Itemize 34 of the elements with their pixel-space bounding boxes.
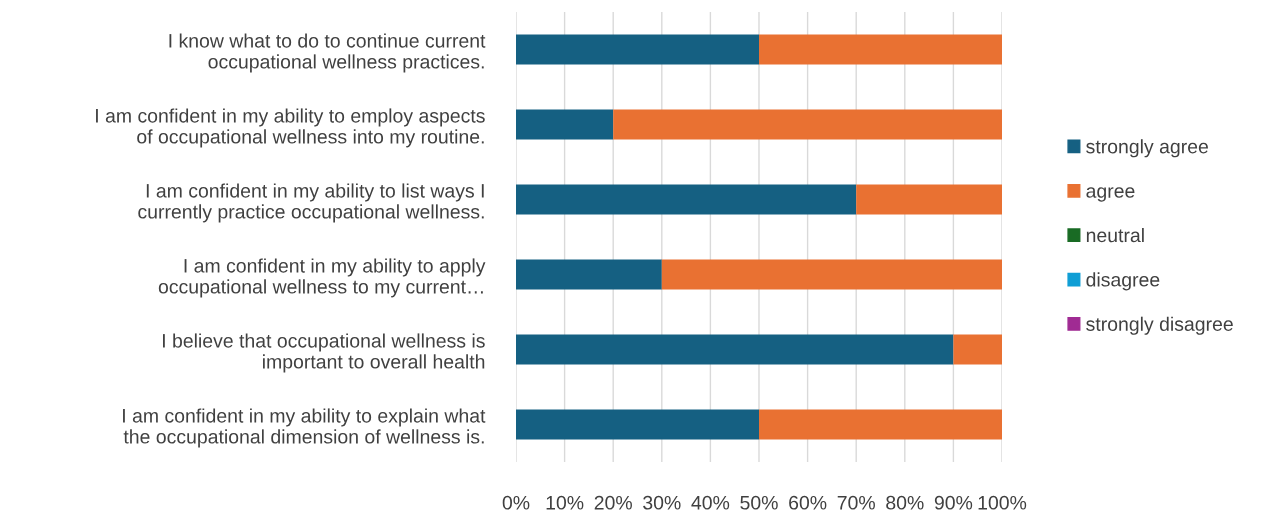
x-tick-label: 40%: [691, 495, 730, 510]
bar: [613, 109, 1002, 140]
x-tick-label: 70%: [837, 495, 875, 510]
x-tick-label: 80%: [886, 495, 924, 510]
x-tick-label: 100%: [978, 495, 1027, 510]
y-tick-label: I am confident in my ability to apply occupational wellness to my current…: [158, 258, 486, 298]
bar: [516, 334, 954, 365]
legend-label: agree: [1086, 187, 1135, 202]
bar: [516, 259, 662, 290]
legend-label: strongly agree: [1086, 139, 1208, 158]
legend-label: neutral: [1086, 227, 1144, 243]
y-tick-label: I am confident in my ability to list ways I currently practice occupational wellness.: [138, 183, 484, 223]
x-tick-label: 60%: [789, 495, 827, 510]
bar: [661, 259, 1002, 290]
bar: [516, 184, 857, 215]
bar: [759, 34, 1002, 65]
y-tick-label: I believe that occupational wellness is important to overall health: [163, 333, 485, 373]
x-tick-label: 50%: [740, 495, 778, 510]
bar: [516, 109, 614, 140]
legend-label: disagree: [1086, 272, 1160, 291]
bar: [856, 184, 1002, 215]
y-tick-label: I am confident in my ability to explain what the occupational dimension of wellness is.: [123, 408, 486, 448]
x-tick-label: 0%: [502, 495, 530, 510]
x-tick-label: 90%: [934, 495, 973, 510]
bar: [953, 334, 1002, 365]
x-tick-label: 20%: [594, 495, 632, 510]
bar: [516, 409, 759, 440]
bar: [516, 34, 759, 65]
legend-label: strongly disagree: [1086, 316, 1233, 335]
y-tick-label: I know what to do to continue current occupational wellness practices.: [169, 33, 486, 73]
y-tick-label: I am confident in my ability to employ aspects of occupational wellness into my routine.: [96, 108, 485, 148]
bar: [759, 409, 1002, 440]
x-tick-label: 10%: [546, 495, 584, 510]
x-tick-label: 30%: [643, 495, 681, 510]
